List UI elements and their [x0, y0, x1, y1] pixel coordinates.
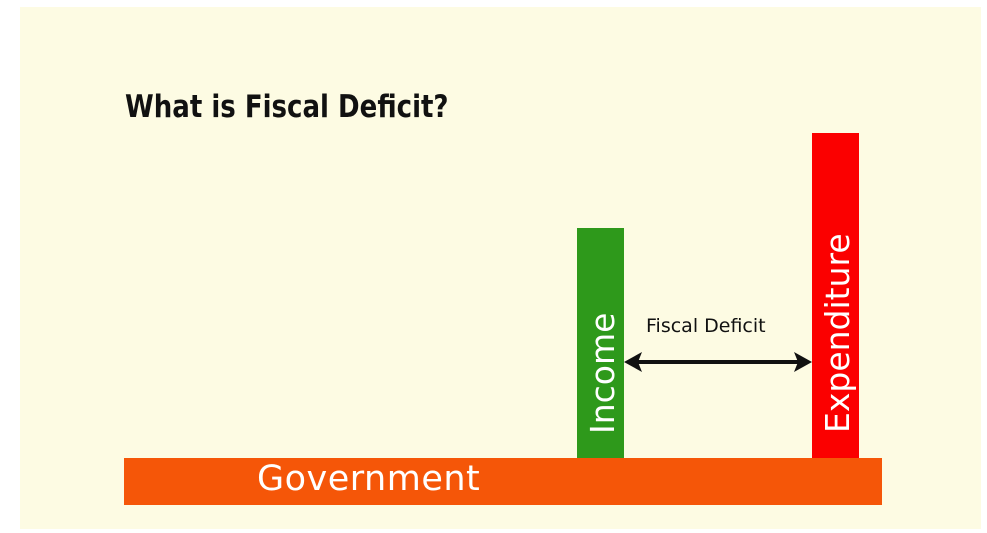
diagram-canvas: What is Fiscal Deficit? Income Expenditu…	[20, 7, 981, 529]
income-bar	[577, 228, 624, 459]
diagram-title: What is Fiscal Deficit?	[125, 89, 449, 125]
income-label: Income	[583, 312, 622, 434]
fiscal-deficit-label: Fiscal Deficit	[646, 315, 766, 337]
government-label: Government	[257, 459, 481, 499]
expenditure-bar	[812, 133, 859, 459]
expenditure-label: Expenditure	[818, 233, 857, 433]
government-base-bar	[124, 458, 882, 505]
double-headed-arrow-icon	[624, 352, 812, 372]
